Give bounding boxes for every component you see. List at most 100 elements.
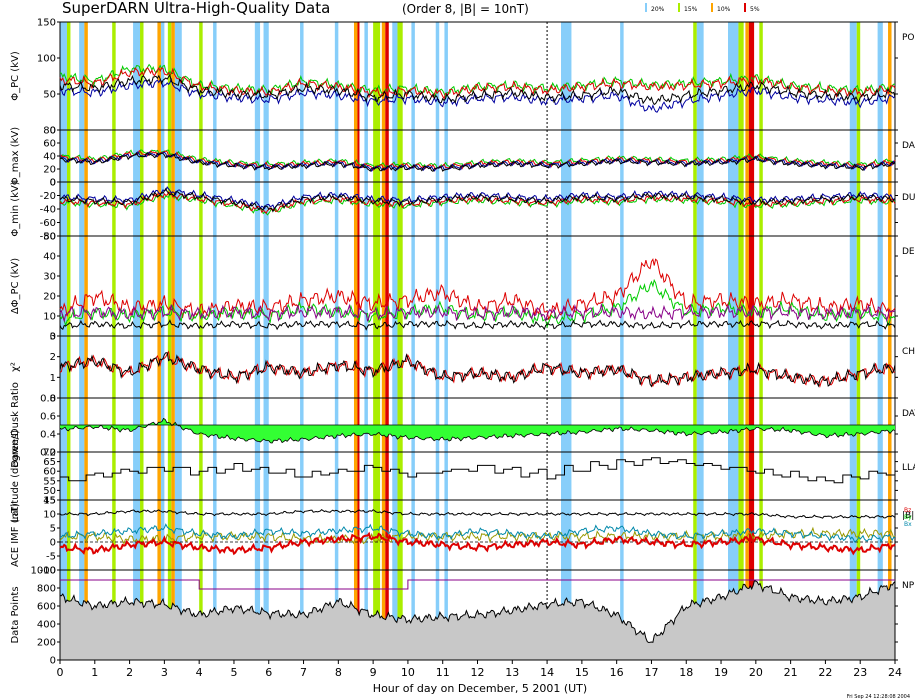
shaded-band [140,22,144,660]
x-tick-label: 23 [853,666,867,679]
x-tick-label: 15 [575,666,589,679]
x-tick-label: 18 [679,666,693,679]
y-tick-label: 1 [50,373,56,384]
ratio-fill [60,418,895,444]
legend-swatch [744,3,746,12]
series-line [59,531,896,556]
y-axis-label: Data Points [10,586,21,643]
shaded-band [738,22,744,660]
shaded-band [133,22,141,660]
x-tick-label: 22 [818,666,832,679]
x-tick-label: 9 [370,666,377,679]
y-tick-label: 80 [43,126,56,137]
panel-ratio: 0.8 0.6 0.4 0.2 Dawn/Dusk Ratio DAY [10,382,915,468]
panel-right-label: PO [902,33,915,43]
series-line [59,417,896,444]
chart-subtitle: (Order 8, |B| = 10nT) [402,2,529,16]
y-axis-label: Φ_PC (kV) [10,51,21,101]
y-tick-label: 400 [37,620,56,631]
panel-frame [59,129,896,183]
y-tick-label: 50 [43,486,56,497]
legend-swatch [711,3,713,12]
shaded-band [334,22,339,660]
legend-label: 5% [750,6,760,13]
y-tick-label: 60 [43,139,56,150]
x-tick-label: 21 [784,666,798,679]
panel-right-label: NP [902,581,915,591]
y-tick-label: -10 [40,566,56,577]
timestamp: Fri Sep 24 12:28:08 2004 [847,694,910,700]
shaded-band [620,22,624,660]
x-tick-label: 2 [126,666,133,679]
panel-phi_pc: 150 100 50 0 Φ_PC (kV) PO [10,18,915,137]
x-tick-label: 20 [749,666,763,679]
y-tick-label: -80 [40,232,56,243]
y-tick-label: 30 [43,272,56,283]
shaded-band [112,22,116,660]
legend: 20% 15% 10% 5% [645,3,760,13]
y-tick-label: 40 [43,152,56,163]
y-tick-label: 20 [43,165,56,176]
series-line [59,319,896,331]
x-tick-label: 0 [57,666,64,679]
y-tick-label: 20 [43,292,56,303]
shaded-band [856,22,861,660]
panel-chi2: 3 2 1 0 χ² CH [10,332,915,405]
panel-right-label: DE [902,247,915,257]
shaded-band [696,22,704,660]
y-tick-label: 50 [43,90,56,101]
panel-frame [59,235,896,337]
legend-swatch [678,3,680,12]
x-tick-label: 7 [300,666,307,679]
y-tick-label: 70 [43,448,56,459]
x-tick-label: 6 [265,666,272,679]
x-tick-label: 3 [161,666,168,679]
panel-frame [59,451,896,501]
y-axis-label: Dawn/Dusk Ratio [10,382,21,468]
series-line [59,352,896,388]
shaded-band [444,22,448,660]
y-axis-label: ΔΦ_PC (kV) [10,258,21,314]
imf-series-label: Bz [904,507,911,514]
shaded-band [392,22,398,660]
y-axis-label: Latitude (degrees) [10,430,21,522]
shaded-band [397,22,403,660]
y-tick-label: 0 [50,178,56,189]
shaded-band [160,22,165,660]
shaded-band [353,22,358,660]
panel-phi_min: 0 -20 -40 -60 -80 Φ_min (kV) DU [10,178,915,243]
x-tick-label: 1 [91,666,98,679]
shaded-band [849,22,857,660]
y-tick-label: -60 [40,218,56,229]
series-line [59,187,896,213]
y-tick-label: -20 [40,191,56,202]
y-tick-label: 60 [43,467,56,478]
x-tick-label: 4 [196,666,203,679]
panel-frame [59,181,896,237]
y-tick-label: 0 [50,332,56,343]
shaded-band [888,22,892,660]
y-axis-label: Φ_min (kV) [10,181,21,236]
series-line [59,67,896,100]
y-axis-label: Φ_max (kV) [10,127,21,185]
panel-right-label: DAY [902,409,915,419]
legend-label: 20% [651,6,665,13]
y-tick-label: -5 [46,552,56,563]
x-tick-label: 11 [436,666,450,679]
y-tick-label: 15 [43,496,56,507]
shaded-band [748,22,755,660]
imf-series-label: Bx [904,521,912,528]
y-tick-label: 40 [43,252,56,263]
series-line [59,63,896,99]
shaded-band [60,22,67,660]
shaded-band [263,22,269,660]
legend-swatch [645,3,647,12]
x-axis: 0 1 2 3 4 5 6 7 8 9 10 11 12 13 14 15 16 17 18 19 20 21 22 23 24 [57,660,902,679]
y-axis-label: ACE IMF (nT) [10,503,21,567]
panel-frame [59,499,896,571]
y-tick-label: 600 [37,602,56,613]
shaded-band [364,22,368,660]
shaded-band [759,22,763,660]
